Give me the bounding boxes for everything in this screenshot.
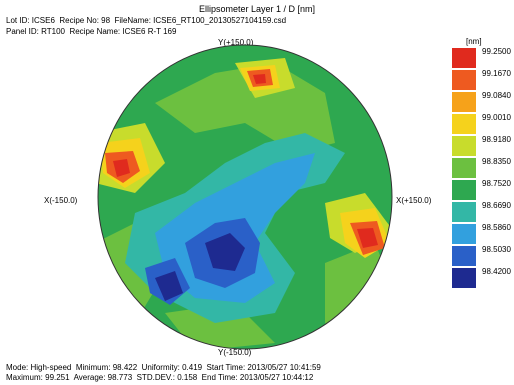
page-title: Ellipsometer Layer 1 / D [nm] [198, 4, 316, 14]
legend-label: 99.0010 [482, 113, 511, 122]
legend-swatch [452, 202, 476, 222]
axis-label-top: Y(+150.0) [218, 38, 254, 47]
legend-label: 98.7520 [482, 179, 511, 188]
lot-info-line: Lot ID: ICSE6 Recipe No: 98 FileName: IC… [6, 16, 287, 25]
contour-region [253, 74, 266, 84]
legend-swatch [452, 114, 476, 134]
legend-label: 98.5030 [482, 245, 511, 254]
legend-label: 99.1670 [482, 69, 511, 78]
legend-label: 98.4200 [482, 267, 511, 276]
legend-swatch [452, 136, 476, 156]
contour-region [205, 233, 245, 271]
panel-info-line: Panel ID: RT100 Recipe Name: ICSE6 R-T 1… [6, 27, 177, 36]
axis-label-bottom: Y(-150.0) [218, 348, 252, 357]
stats-line-1: Mode: High-speed Minimum: 98.422 Uniform… [6, 363, 321, 372]
legend-label: 98.8350 [482, 157, 511, 166]
legend-label: 99.0840 [482, 91, 511, 100]
legend-swatch [452, 268, 476, 288]
legend-label: 98.6690 [482, 201, 511, 210]
contour-region [113, 159, 130, 177]
legend-unit: [nm] [466, 37, 482, 46]
legend-swatch [452, 70, 476, 90]
legend-swatch [452, 92, 476, 112]
axis-label-left: X(-150.0) [44, 196, 78, 205]
legend-swatch [452, 48, 476, 68]
stats-line-2: Maximum: 99.251 Average: 98.773 STD.DEV.… [6, 373, 314, 382]
contour-region [357, 228, 378, 248]
legend-swatch [452, 180, 476, 200]
legend-swatch [452, 224, 476, 244]
legend-swatch [452, 158, 476, 178]
contour-region [155, 271, 183, 301]
legend-swatch [452, 246, 476, 266]
legend-label: 98.9180 [482, 135, 511, 144]
legend-label: 98.5860 [482, 223, 511, 232]
axis-label-right: X(+150.0) [396, 196, 432, 205]
wafer-contour-map [97, 44, 393, 350]
wafer-outline [97, 44, 393, 350]
legend-label: 99.2500 [482, 47, 511, 56]
